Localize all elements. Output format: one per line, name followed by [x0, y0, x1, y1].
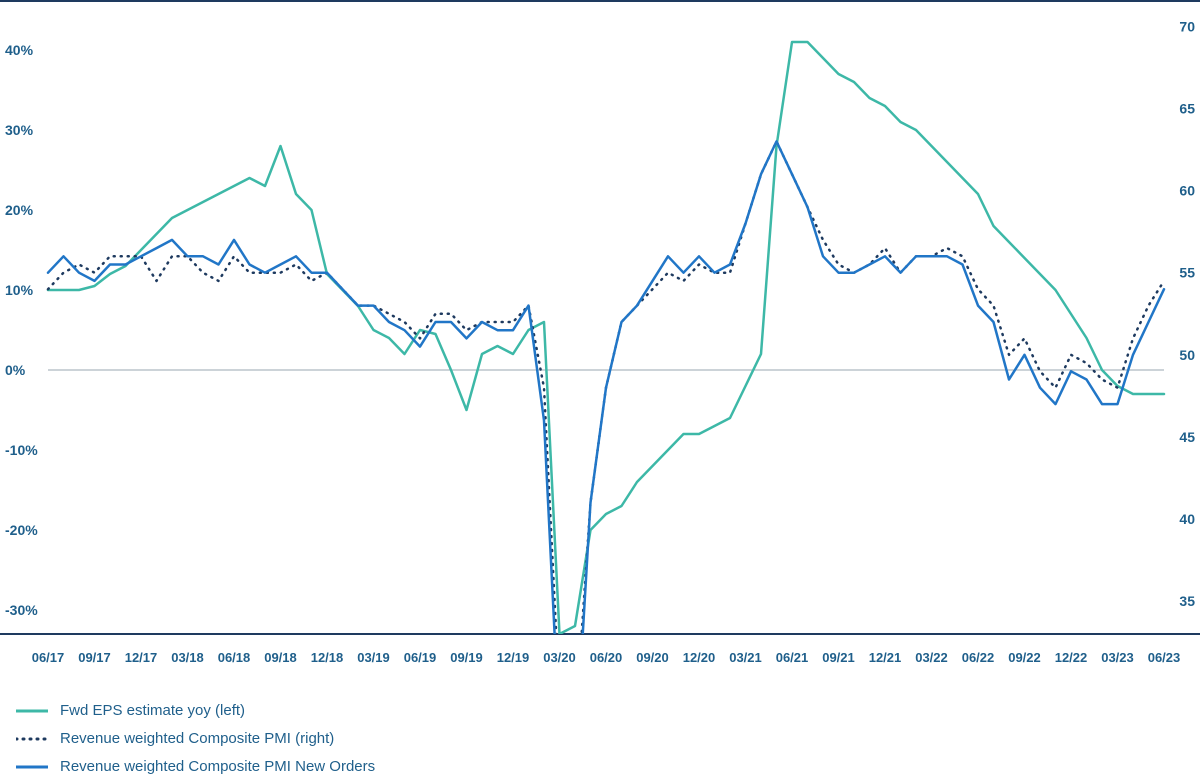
x-axis-tick-label: 09/17	[78, 650, 111, 665]
legend-swatch	[16, 705, 48, 717]
x-axis-tick-label: 06/23	[1148, 650, 1181, 665]
right-axis-tick-label: 65	[1179, 101, 1195, 117]
chart-container: -30% -20% -10% 0% 10% 20% 30% 40% 35 40 45 50 55 60 65…	[0, 0, 1200, 783]
x-axis-tick-label: 12/18	[311, 650, 344, 665]
legend-item-composite_pmi: Revenue weighted Composite PMI (right)	[16, 730, 334, 747]
right-axis-tick-label: 35	[1179, 593, 1195, 609]
right-axis-tick-label: 60	[1179, 183, 1195, 199]
right-axis-tick-label: 70	[1179, 18, 1195, 34]
x-axis-tick-label: 09/22	[1008, 650, 1041, 665]
series-new_orders	[48, 141, 1164, 765]
x-axis-tick-label: 12/19	[497, 650, 530, 665]
dual-axis-line-chart: -30% -20% -10% 0% 10% 20% 30% 40% 35 40 45 50 55 60 65…	[0, 0, 1200, 783]
left-axis-tick-label: 30%	[5, 122, 34, 138]
right-axis-tick-label: 45	[1179, 429, 1195, 445]
x-axis-tick-label: 03/22	[915, 650, 948, 665]
right-axis-tick-label: 40	[1179, 511, 1195, 527]
x-axis-tick-label: 12/22	[1055, 650, 1088, 665]
left-axis-tick-label: 20%	[5, 202, 34, 218]
x-axis-tick-label: 06/21	[776, 650, 809, 665]
x-axis-tick-label: 03/21	[729, 650, 762, 665]
x-axis-tick-label: 09/21	[822, 650, 855, 665]
left-axis-tick-label: 0%	[5, 362, 26, 378]
x-axis-tick-label: 09/20	[636, 650, 669, 665]
left-axis-tick-label: -20%	[5, 522, 38, 538]
x-axis-tick-label: 09/19	[450, 650, 483, 665]
x-axis-tick-label: 12/20	[683, 650, 716, 665]
x-axis-tick-label: 09/18	[264, 650, 297, 665]
legend-label: Revenue weighted Composite PMI (right)	[60, 730, 334, 747]
x-axis-tick-label: 06/19	[404, 650, 437, 665]
legend-swatch	[16, 733, 48, 745]
legend-item-fwd_eps: Fwd EPS estimate yoy (left)	[16, 702, 245, 719]
x-axis-tick-label: 06/20	[590, 650, 623, 665]
x-axis-tick-label: 03/18	[171, 650, 204, 665]
x-axis-tick-label: 03/19	[357, 650, 390, 665]
x-axis-tick-label: 06/18	[218, 650, 251, 665]
legend-label: Fwd EPS estimate yoy (left)	[60, 702, 245, 719]
x-axis-tick-label: 03/23	[1101, 650, 1134, 665]
left-axis-tick-label: 40%	[5, 42, 34, 58]
left-axis-tick-label: 10%	[5, 282, 34, 298]
x-axis-tick-label: 12/17	[125, 650, 158, 665]
x-axis-tick-label: 03/20	[543, 650, 576, 665]
legend-swatch	[16, 761, 48, 773]
x-axis-tick-label: 06/17	[32, 650, 65, 665]
right-axis-tick-label: 55	[1179, 265, 1195, 281]
legend-label: Revenue weighted Composite PMI New Order…	[60, 758, 375, 775]
legend-item-new_orders: Revenue weighted Composite PMI New Order…	[16, 758, 375, 775]
right-axis-tick-label: 50	[1179, 347, 1195, 363]
left-axis-tick-label: -30%	[5, 602, 38, 618]
x-axis-tick-label: 06/22	[962, 650, 995, 665]
left-axis-tick-label: -10%	[5, 442, 38, 458]
x-axis-tick-label: 12/21	[869, 650, 902, 665]
